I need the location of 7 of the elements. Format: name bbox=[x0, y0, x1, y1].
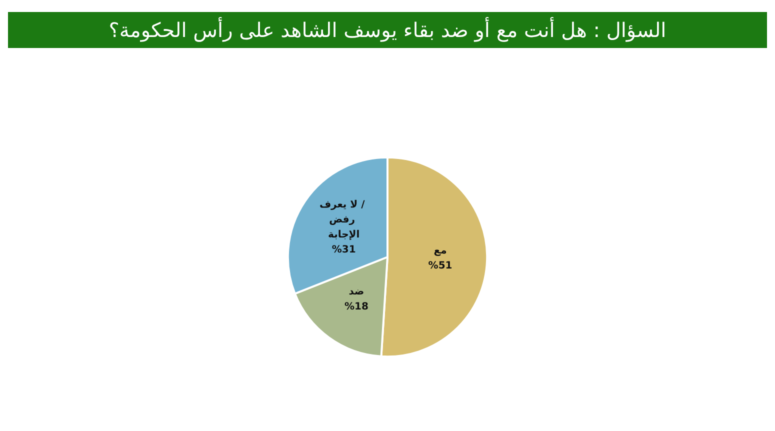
data-label: %51 bbox=[428, 260, 452, 272]
slice-label: ضد bbox=[348, 286, 364, 298]
chart-title: السؤال : هل أنت مع أو ضد بقاء يوسف الشاهد على رأس الحكومة؟ bbox=[108, 17, 666, 42]
slice-label: لا يعرف / رفض الإجابة bbox=[319, 199, 368, 240]
slice-label: مع bbox=[434, 246, 447, 257]
data-label: %18 bbox=[344, 302, 368, 313]
data-label: %31 bbox=[332, 244, 356, 256]
